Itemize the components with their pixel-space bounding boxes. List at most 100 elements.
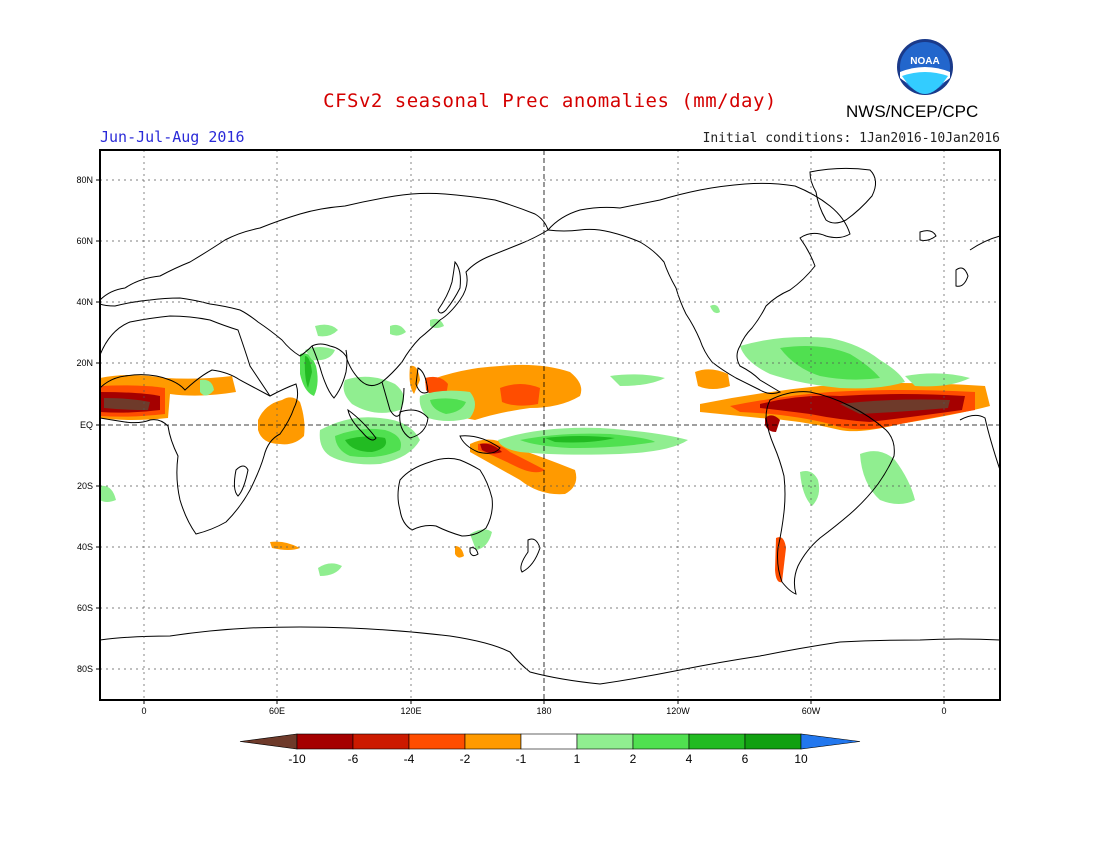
reference-lines	[100, 150, 1000, 700]
continent-africa-east-edge	[959, 414, 1000, 471]
anomaly-region-wet	[545, 436, 615, 443]
anomaly-region-dry	[775, 537, 786, 583]
island-borneo	[399, 409, 429, 439]
colorbar-label: 2	[630, 752, 637, 766]
colorbar-label: -6	[348, 752, 359, 766]
continent-eurasia	[100, 192, 549, 386]
anomaly-region-dry	[765, 415, 780, 432]
lat-lon-grid	[100, 150, 1000, 700]
colorbar-label: 1	[574, 752, 581, 766]
anomaly-region-wet	[200, 379, 214, 396]
anomaly-region-dry	[455, 546, 464, 558]
continent-africa-north	[100, 315, 271, 397]
colorbar-swatch	[632, 733, 690, 750]
colorbar-label: -1	[516, 752, 527, 766]
island-iceland	[919, 230, 937, 241]
anomaly-region-dry	[270, 541, 300, 550]
colorbar-label: -10	[288, 752, 306, 766]
island-philippines	[415, 367, 429, 394]
organization-label: NWS/NCEP/CPC	[846, 102, 979, 121]
island-japan	[437, 260, 461, 314]
initial-conditions-label: Initial conditions: 1Jan2016-10Jan2016	[702, 131, 1000, 146]
anomaly-region-wet	[315, 324, 338, 337]
colorbar-swatch	[576, 733, 634, 750]
chart-title: CFSv2 seasonal Prec anomalies (mm/day)	[323, 90, 777, 112]
anomaly-region-dry	[104, 398, 150, 410]
lon-label: 60W	[802, 706, 821, 716]
anomaly-region-dry	[258, 397, 305, 445]
island-tasmania	[469, 547, 479, 557]
anomaly-region-wet	[100, 485, 116, 502]
lat-label: EQ	[80, 420, 93, 430]
lat-label: 80N	[76, 175, 93, 185]
anomaly-region-wet	[305, 347, 335, 361]
colorbar-label: -4	[404, 752, 415, 766]
colorbar-label: 6	[742, 752, 749, 766]
anomaly-region-wet	[304, 356, 312, 388]
anomaly-region-wet	[780, 346, 880, 380]
island-newzealand	[520, 538, 541, 573]
continent-south-america	[765, 391, 895, 595]
lat-label: 60S	[77, 603, 93, 613]
anomaly-region-dry	[840, 399, 950, 414]
lat-label: 60N	[76, 236, 93, 246]
logo-text: NOAA	[910, 56, 939, 67]
colorbar-swatch	[464, 733, 522, 750]
anomaly-region-dry	[500, 384, 540, 406]
colorbar-swatch	[520, 733, 578, 750]
continent-antarctica	[100, 626, 1000, 685]
anomaly-region-wet	[905, 373, 970, 387]
anomaly-region-wet	[800, 471, 820, 506]
lat-label: 40N	[76, 297, 93, 307]
island-madagascar	[233, 465, 249, 497]
anomaly-fields	[100, 304, 990, 583]
anomaly-region-wet	[430, 398, 466, 414]
continent-australia	[397, 457, 493, 537]
lon-label: 60E	[269, 706, 285, 716]
colorbar-swatch	[296, 733, 354, 750]
anomaly-region-wet	[860, 451, 915, 504]
anomaly-region-wet	[343, 376, 404, 413]
peninsula-indochina	[381, 381, 405, 417]
continent-africa	[100, 369, 299, 535]
colorbar-swatch	[408, 733, 466, 750]
lon-label: 0	[141, 706, 146, 716]
lat-label: 80S	[77, 664, 93, 674]
colorbar-label: -2	[460, 752, 471, 766]
lat-label: 40S	[77, 542, 93, 552]
island-sumatra	[347, 408, 377, 441]
anomaly-region-wet	[610, 374, 665, 386]
lat-labels: 80N 60N 40N 20N EQ 20S 40S 60S 80S	[76, 175, 93, 674]
lon-label: 0	[941, 706, 946, 716]
lat-label: 20N	[76, 358, 93, 368]
anomaly-region-wet	[345, 436, 387, 452]
lat-label: 20S	[77, 481, 93, 491]
noaa-logo: NOAA	[897, 39, 953, 95]
colorbar-label: 4	[686, 752, 693, 766]
colorbar-arrow-high	[800, 733, 861, 750]
season-label: Jun-Jul-Aug 2016	[100, 128, 245, 146]
colorbar-swatch	[744, 733, 802, 750]
island-uk	[955, 267, 969, 287]
anomaly-region-wet	[470, 529, 492, 550]
colorbar-swatch	[352, 733, 410, 750]
colorbar-label: 10	[794, 752, 808, 766]
peninsula-india	[311, 345, 348, 399]
coastlines	[100, 167, 1000, 685]
lon-label: 120W	[666, 706, 690, 716]
continent-north-america	[547, 182, 851, 395]
tick-marks	[96, 179, 945, 704]
lon-label: 120E	[400, 706, 421, 716]
colorbar-swatch	[688, 733, 746, 750]
island-greenland	[809, 167, 876, 224]
colorbar-arrow-low	[239, 733, 298, 750]
anomaly-region-dry	[695, 369, 730, 389]
anomaly-region-wet	[318, 563, 342, 576]
island-newguinea	[459, 435, 501, 454]
lon-label: 180	[536, 706, 551, 716]
lon-labels: 0 60E 120E 180 120W 60W 0	[141, 706, 946, 716]
continent-europe-east-edge	[969, 235, 1000, 251]
anomaly-region-wet	[390, 324, 406, 336]
colorbar: -10 -6 -4 -2 -1 1 2 4 6 10	[239, 733, 861, 766]
